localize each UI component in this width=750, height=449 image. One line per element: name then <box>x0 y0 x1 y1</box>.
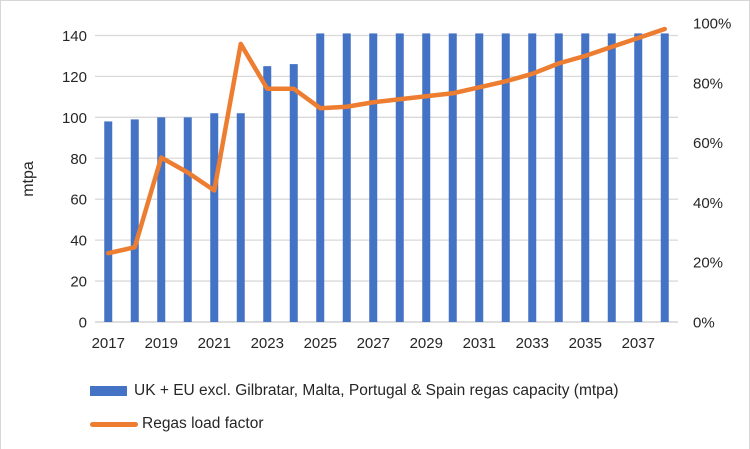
left-axis-title: mtpa <box>20 161 37 197</box>
legend-label-capacity: UK + EU excl. Gilbratar, Malta, Portugal… <box>134 382 619 399</box>
bar-2022 <box>236 113 245 323</box>
left-axis-tick-80: 80 <box>70 151 87 168</box>
x-axis-tick-2037: 2037 <box>622 335 655 352</box>
x-axis-tick-2019: 2019 <box>145 335 178 352</box>
bar-2025 <box>316 33 325 323</box>
chart-legend: UK + EU excl. Gilbratar, Malta, Portugal… <box>90 379 619 445</box>
legend-swatch-capacity-bar <box>90 386 127 396</box>
bar-2029 <box>422 33 431 323</box>
left-axis-tick-100: 100 <box>62 110 87 127</box>
bar-2026 <box>342 33 351 323</box>
x-axis-tick-2029: 2029 <box>410 335 443 352</box>
bar-2019 <box>157 117 166 322</box>
bar-2033 <box>528 33 537 323</box>
left-axis-tick-120: 120 <box>62 69 87 86</box>
right-axis-tick-20: 20% <box>693 255 723 272</box>
regas-load-factor-line <box>106 26 667 256</box>
bar-2020 <box>183 117 192 322</box>
bar-2018 <box>130 119 139 322</box>
bar-2027 <box>369 33 378 323</box>
x-axis-tick-2023: 2023 <box>251 335 284 352</box>
x-axis-tick-2025: 2025 <box>304 335 337 352</box>
right-axis-tick-80: 80% <box>693 75 723 92</box>
x-axis-tick-2035: 2035 <box>569 335 602 352</box>
x-axis-tick-2021: 2021 <box>198 335 231 352</box>
bar-2023 <box>263 66 272 323</box>
bar-2037 <box>634 33 643 323</box>
bar-2017 <box>104 121 113 322</box>
x-axis-tick-2017: 2017 <box>92 335 125 352</box>
bar-2034 <box>554 33 563 323</box>
right-axis-tick-60: 60% <box>693 135 723 152</box>
left-axis-tick-40: 40 <box>70 233 87 250</box>
left-axis-tick-140: 140 <box>62 28 87 45</box>
bar-2036 <box>607 33 616 323</box>
legend-item-load-factor: Regas load factor <box>90 412 619 436</box>
left-axis-tick-0: 0 <box>79 315 87 332</box>
legend-item-capacity: UK + EU excl. Gilbratar, Malta, Portugal… <box>90 379 619 403</box>
legend-label-load-factor: Regas load factor <box>142 415 264 432</box>
left-axis-tick-60: 60 <box>70 192 87 209</box>
bar-2035 <box>581 33 590 323</box>
bar-2031 <box>475 33 484 323</box>
left-axis-tick-20: 20 <box>70 274 87 291</box>
bar-2024 <box>289 64 298 322</box>
right-axis-tick-40: 40% <box>693 195 723 212</box>
x-axis-tick-2033: 2033 <box>516 335 549 352</box>
x-axis-tick-2027: 2027 <box>357 335 390 352</box>
legend-swatch-load-factor-line <box>90 421 138 427</box>
bar-2021 <box>210 113 219 323</box>
x-axis-tick-2031: 2031 <box>463 335 496 352</box>
right-axis-tick-0: 0% <box>693 315 715 332</box>
bar-2038 <box>660 33 669 323</box>
bar-2030 <box>448 33 457 323</box>
bar-2028 <box>395 33 404 323</box>
right-axis-tick-100: 100% <box>693 16 731 33</box>
bar-2032 <box>501 33 510 323</box>
combo-chart-plot: mtpa 0 20 40 60 80 100 120 140 0% 20% 40% 60% 80% 100… <box>20 16 731 353</box>
